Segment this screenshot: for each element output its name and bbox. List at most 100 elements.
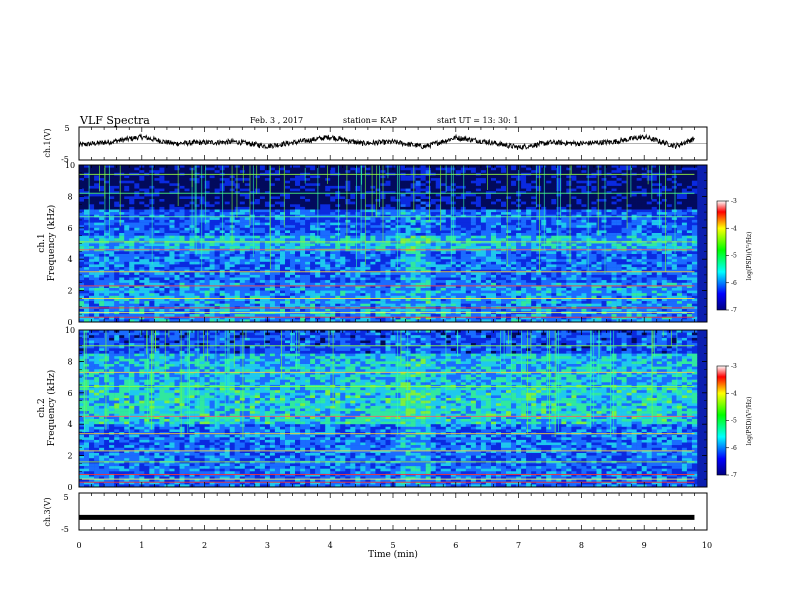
spectrogram-cell bbox=[501, 230, 507, 234]
spectrogram-cell bbox=[465, 185, 472, 189]
spectrogram-cell bbox=[561, 243, 567, 247]
spectrogram-cell bbox=[390, 233, 396, 236]
spectrogram-cell bbox=[214, 233, 220, 236]
spectrogram-cell bbox=[134, 264, 140, 268]
spectrogram-cell bbox=[556, 238, 562, 242]
spectrogram-cell bbox=[480, 246, 487, 249]
spectrogram-cell bbox=[89, 199, 95, 202]
spectrogram-cell bbox=[214, 180, 220, 184]
spectrogram-cell bbox=[496, 256, 502, 260]
spectrogram-cell bbox=[430, 167, 436, 171]
spectrogram-cell bbox=[345, 180, 351, 184]
spectrogram-cell bbox=[104, 227, 110, 231]
spectrogram-cell bbox=[94, 196, 100, 200]
spectrogram-cell bbox=[104, 170, 110, 174]
spectrogram-cell bbox=[139, 185, 145, 189]
spectrogram-cell bbox=[546, 251, 552, 255]
spectrogram-cell bbox=[586, 261, 592, 265]
spectrogram-cell bbox=[254, 193, 261, 197]
spectrogram-cell bbox=[676, 225, 683, 229]
spectrogram-cell bbox=[556, 183, 562, 187]
spectrogram-cell bbox=[611, 225, 617, 229]
spectrogram-cell bbox=[164, 235, 170, 239]
spectrogram-cell bbox=[405, 199, 411, 202]
spectrogram-cell bbox=[295, 209, 301, 213]
spectrogram-cell bbox=[521, 193, 527, 197]
spectrogram-cell bbox=[511, 201, 517, 205]
spectrogram-cell bbox=[606, 178, 612, 181]
spectrogram-cell bbox=[224, 233, 230, 236]
spectrogram-cell bbox=[445, 246, 452, 249]
spectrogram-cell bbox=[681, 165, 688, 168]
spectrogram-cell bbox=[676, 188, 683, 192]
spectrogram-cell bbox=[496, 178, 502, 181]
spectrogram-cell bbox=[320, 251, 326, 255]
spectrogram-cell bbox=[616, 183, 622, 187]
spectrogram-cell bbox=[465, 206, 472, 210]
spectrogram-cell bbox=[430, 206, 436, 210]
spectrogram-cell bbox=[470, 267, 477, 270]
spectrogram-cell bbox=[239, 212, 246, 215]
spectrogram-cell bbox=[501, 254, 507, 257]
spectrogram-cell bbox=[551, 233, 557, 236]
spectrogram-cell bbox=[641, 254, 647, 257]
spectrogram-cell bbox=[516, 254, 522, 257]
spectrogram-cell bbox=[79, 199, 85, 202]
spectrogram-cell bbox=[350, 230, 356, 234]
spectrogram-cell bbox=[440, 209, 446, 213]
spectrogram-cell bbox=[651, 243, 657, 247]
spectrogram-cell bbox=[385, 178, 391, 181]
spectrogram-cell bbox=[415, 235, 421, 239]
spectrogram-cell bbox=[370, 243, 376, 247]
spectrogram-cell bbox=[209, 178, 215, 181]
spectrogram-cell bbox=[144, 235, 150, 239]
spectrogram-cell bbox=[656, 233, 663, 236]
spectrogram-cell bbox=[596, 222, 602, 226]
spectrogram-cell bbox=[671, 264, 678, 268]
spectrogram-cell bbox=[531, 254, 537, 257]
spectrogram-cell bbox=[365, 175, 371, 179]
spectrogram-cell bbox=[239, 251, 246, 255]
spectrogram-cell bbox=[581, 214, 587, 218]
spectrogram-cell bbox=[224, 185, 230, 189]
spectrogram-cell bbox=[139, 264, 145, 268]
spectrogram-cell bbox=[395, 256, 401, 260]
spectrogram-cell bbox=[330, 167, 336, 171]
spectrogram-cell bbox=[556, 222, 562, 226]
spectrogram-cell bbox=[104, 259, 110, 263]
spectrogram-cell bbox=[109, 212, 115, 215]
spectrogram-cell bbox=[280, 201, 286, 205]
spectrogram-cell bbox=[360, 264, 366, 268]
spectrogram-cell bbox=[566, 199, 572, 202]
spectrogram-cell bbox=[209, 219, 215, 223]
spectrogram-cell bbox=[164, 219, 170, 223]
spectrogram-cell bbox=[219, 254, 225, 257]
spectrogram-cell bbox=[485, 204, 492, 208]
spectrogram-cell bbox=[556, 191, 562, 195]
spectrogram-cell bbox=[209, 217, 215, 221]
spectrogram-cell bbox=[285, 193, 291, 197]
spectrogram-cell bbox=[285, 225, 291, 229]
spectrogram-cell bbox=[164, 246, 170, 249]
spectrogram-cell bbox=[89, 254, 95, 257]
spectrogram-cell bbox=[365, 212, 371, 215]
spectrogram-cell bbox=[646, 238, 652, 242]
spectrogram-cell bbox=[129, 256, 135, 260]
spectrogram-cell bbox=[340, 267, 346, 270]
spectrogram-cell bbox=[491, 233, 497, 236]
spectrogram-cell bbox=[199, 251, 205, 255]
spectrogram-cell bbox=[410, 185, 416, 189]
spectrogram-cell bbox=[576, 256, 582, 260]
spectrogram-cell bbox=[375, 219, 381, 223]
spectrogram-cell bbox=[365, 201, 371, 205]
spectrogram-cell bbox=[164, 175, 170, 179]
spectrogram-cell bbox=[234, 256, 240, 260]
spectrogram-cell bbox=[430, 227, 436, 231]
spectrogram-cell bbox=[691, 167, 698, 171]
spectrogram-cell bbox=[616, 235, 622, 239]
spectrogram-cell bbox=[546, 217, 552, 221]
spectrogram-cell bbox=[465, 191, 472, 195]
spectrogram-cell bbox=[109, 206, 115, 210]
spectrogram-cell bbox=[395, 267, 401, 270]
spectrogram-cell bbox=[254, 214, 261, 218]
